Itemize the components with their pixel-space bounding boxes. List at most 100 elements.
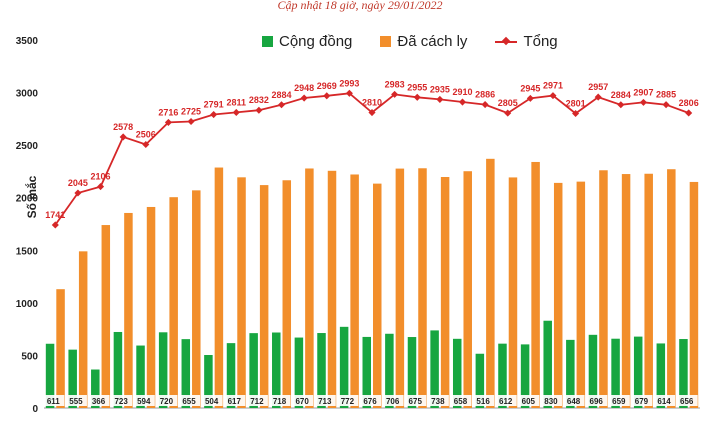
data-label-community: 676: [363, 397, 377, 406]
bar-isolated: [553, 182, 563, 408]
data-label-total: 2907: [633, 87, 653, 97]
data-label-community: 696: [590, 397, 604, 406]
data-label-total: 2832: [249, 95, 269, 105]
legend-swatch-total: [495, 36, 518, 47]
data-label-bg: [381, 395, 404, 406]
bar-community: [294, 337, 304, 408]
point-total: [526, 94, 534, 102]
data-label-total: 2045: [68, 178, 88, 188]
bar-isolated: [667, 169, 676, 408]
data-label-bg: [200, 395, 223, 406]
bar-isolated: [124, 212, 133, 408]
data-label-community: 670: [295, 397, 309, 406]
point-total: [119, 133, 127, 141]
data-label-bg: [426, 395, 449, 406]
bar-isolated: [214, 167, 224, 408]
bar-community: [317, 333, 326, 408]
data-label-bg: [223, 395, 246, 406]
point-total: [164, 118, 172, 126]
bar-community: [679, 339, 688, 408]
point-total: [391, 90, 399, 98]
data-label-community: 723: [114, 397, 128, 406]
bar-isolated: [508, 177, 518, 408]
data-label-total: 2806: [679, 98, 699, 108]
bar-isolated: [689, 181, 699, 408]
data-label-total: 2971: [543, 81, 563, 91]
bar-community: [91, 369, 100, 408]
bar-isolated: [78, 251, 88, 408]
data-label-bg: [291, 395, 314, 406]
data-label-bg: [42, 395, 65, 406]
data-label-total: 2716: [158, 107, 178, 117]
legend-swatch-community: [262, 36, 273, 47]
bar-isolated: [644, 173, 653, 408]
data-label-community: 658: [454, 397, 468, 406]
data-label-community: 555: [69, 397, 83, 406]
y-tick-label: 2000: [16, 194, 39, 205]
data-label-community: 706: [386, 397, 400, 406]
data-label-community: 648: [567, 397, 581, 406]
bar-community: [633, 336, 643, 408]
data-label-bg: [359, 395, 381, 406]
data-label-total: 2506: [136, 130, 156, 140]
data-label-total: 2983: [385, 79, 405, 89]
bar-community: [136, 345, 145, 408]
data-label-bg: [494, 395, 517, 406]
data-label-bg: [517, 395, 540, 406]
bar-community: [407, 337, 417, 408]
data-label-community: 720: [160, 397, 174, 406]
y-tick-label: 1500: [16, 246, 39, 257]
point-total: [142, 140, 150, 149]
y-tick-label: 2500: [16, 141, 39, 152]
data-label-community: 614: [657, 397, 671, 406]
data-label-bg: [336, 395, 359, 406]
data-label-bg: [607, 395, 630, 406]
chart-subtitle: Cập nhật 18 giờ, ngày 29/01/2022: [277, 0, 443, 12]
bar-community: [272, 332, 281, 408]
data-label-total: 2955: [407, 82, 427, 92]
bar-community: [158, 332, 168, 408]
data-label-bg: [87, 395, 110, 406]
point-total: [277, 101, 286, 109]
data-label-community: 830: [544, 397, 558, 406]
y-tick-label: 3500: [16, 36, 39, 47]
data-label-total: 2578: [113, 122, 133, 132]
data-label-bg: [585, 395, 608, 406]
data-label-total: 2969: [317, 81, 337, 91]
bar-community: [475, 353, 485, 408]
bar-community: [339, 326, 349, 408]
bar-community: [566, 339, 575, 408]
bar-isolated: [56, 289, 65, 408]
data-label-community: 738: [431, 397, 445, 406]
data-label-total: 2725: [181, 106, 201, 116]
point-total: [594, 93, 602, 101]
point-total: [662, 101, 670, 109]
point-total: [572, 109, 580, 118]
bar-isolated: [282, 180, 292, 408]
data-label-bg: [245, 395, 268, 406]
data-label-total: 2885: [656, 90, 676, 100]
bar-community: [498, 343, 507, 408]
bar-community: [249, 333, 258, 408]
data-label-community: 675: [409, 397, 423, 406]
data-label-total: 2791: [204, 100, 224, 110]
data-label-bg: [539, 395, 562, 406]
data-label-community: 772: [341, 397, 355, 406]
data-label-total: 2811: [227, 97, 247, 107]
bar-community: [520, 344, 530, 408]
data-label-community: 594: [137, 397, 151, 406]
bar-isolated: [146, 206, 156, 408]
point-total: [232, 108, 240, 116]
point-total: [549, 92, 557, 100]
data-label-community: 504: [205, 397, 219, 406]
data-label-total: 2805: [498, 98, 518, 108]
bar-isolated: [621, 174, 631, 408]
bar-isolated: [395, 168, 405, 408]
data-label-community: 679: [635, 397, 649, 406]
data-label-community: 655: [182, 397, 196, 406]
bar-isolated: [599, 170, 608, 408]
data-label-community: 605: [522, 397, 536, 406]
data-label-total: 2948: [294, 83, 314, 93]
data-label-community: 712: [250, 397, 264, 406]
